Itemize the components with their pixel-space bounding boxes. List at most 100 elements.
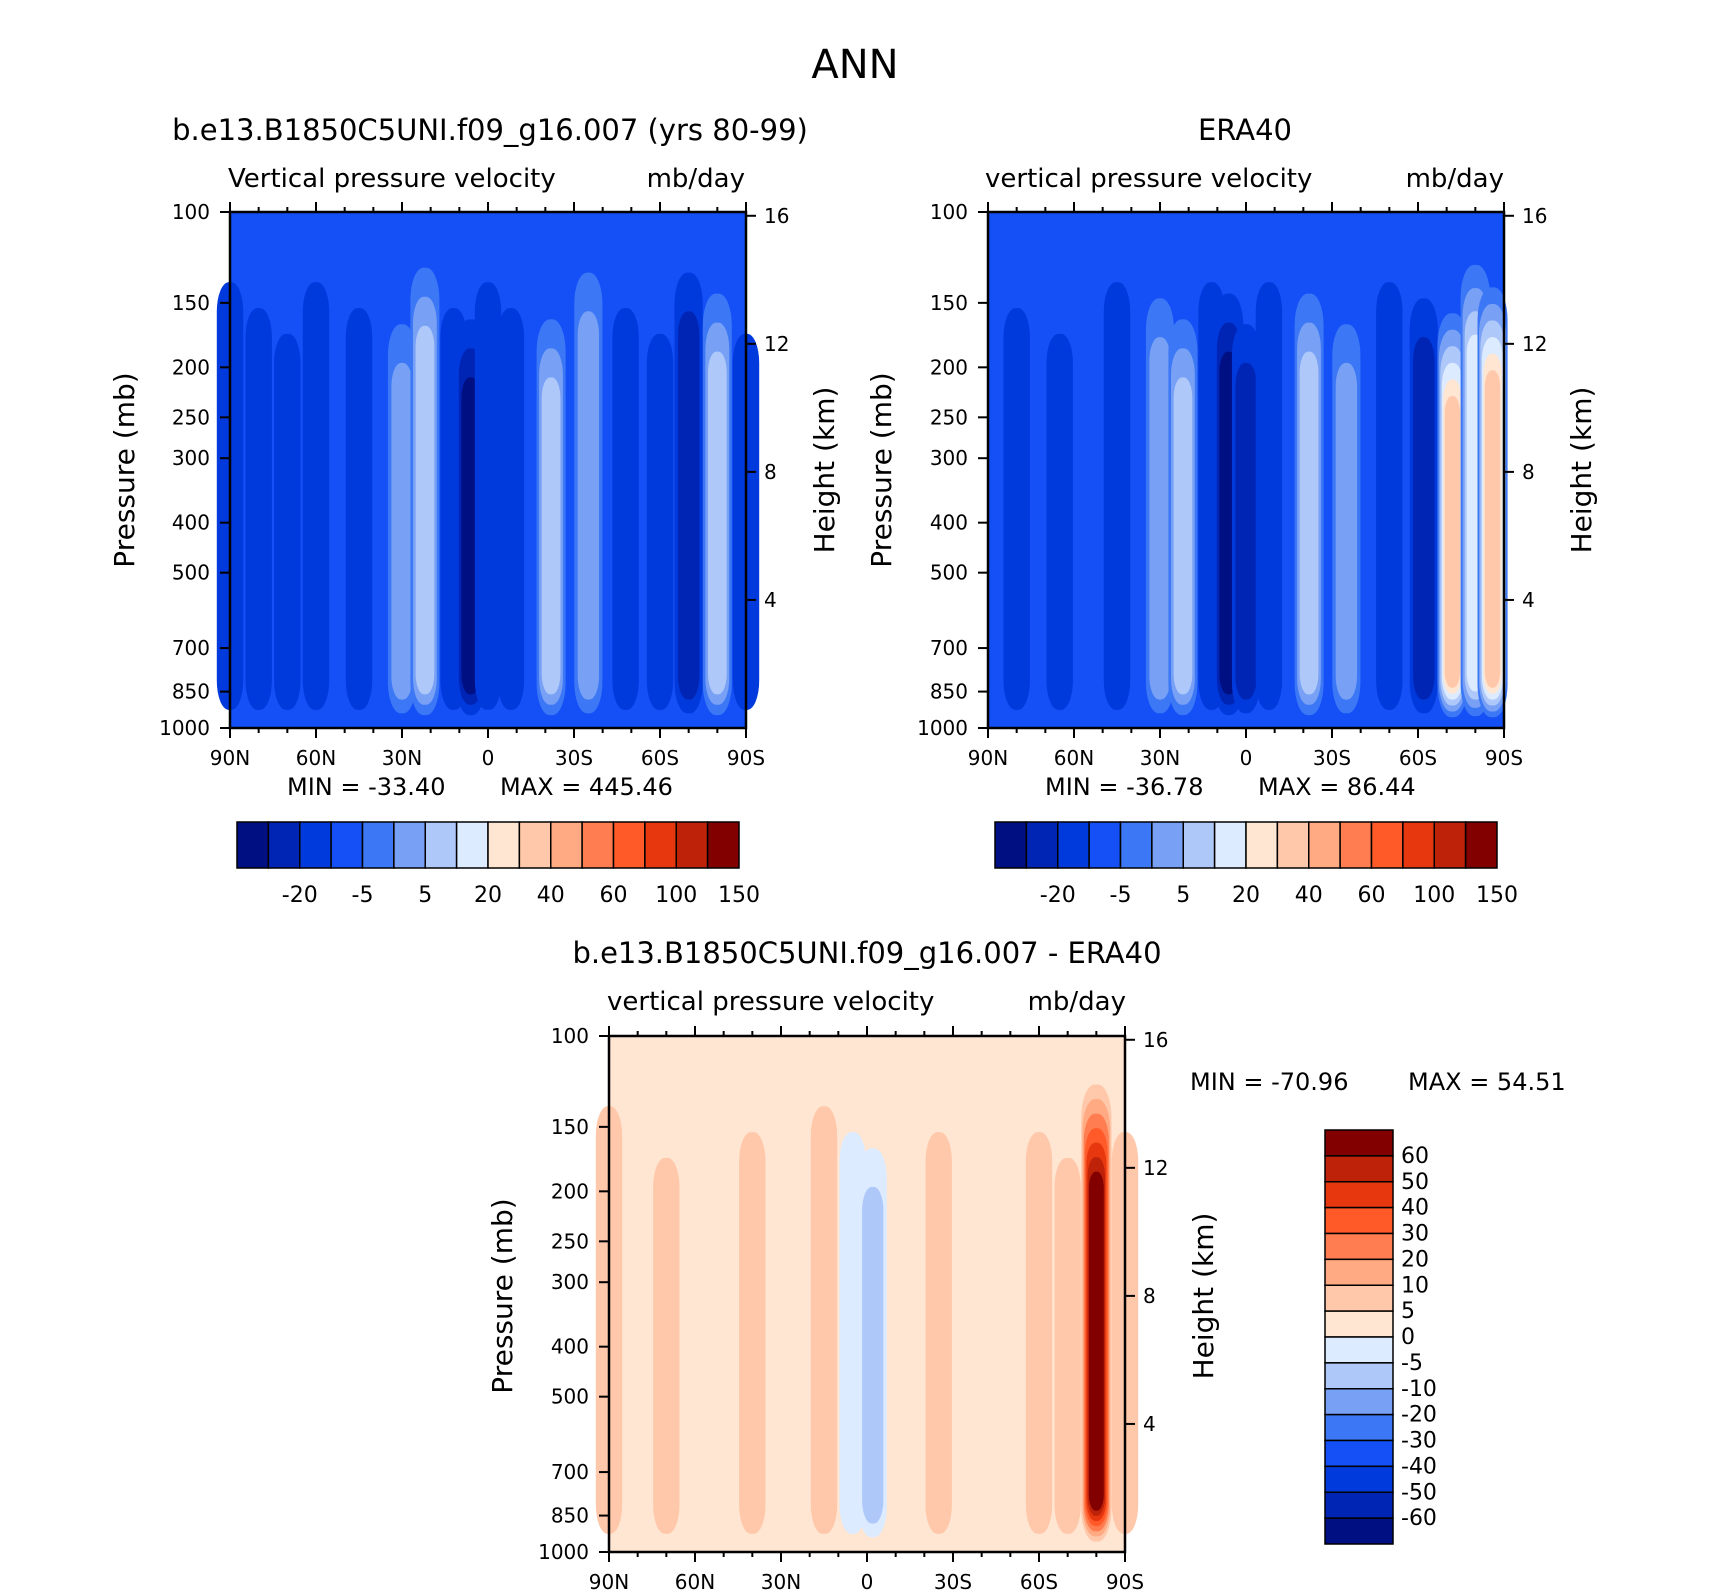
panel1-colorbar: -20 -5 5 20 40 60 100 150 — [236, 821, 760, 908]
panel3-contour-fill — [862, 1186, 884, 1524]
colorbar-box — [424, 821, 458, 869]
panel1-contour-fill — [345, 308, 373, 710]
y-right-tick-label: 16 — [1522, 204, 1547, 228]
colorbar-label: -50 — [1401, 1480, 1437, 1505]
x-tick-label: 60N — [675, 1570, 715, 1594]
panel1-contour-fill — [245, 308, 272, 710]
y-right-tick-label: 4 — [1143, 1412, 1156, 1436]
colorbar-box — [1088, 821, 1122, 869]
y-tick-label: 100 — [172, 200, 210, 224]
y-right-tick-label: 12 — [1143, 1156, 1168, 1180]
panel2-field: 100 150 200 250 300 400 500 700 850 1000 16 12 8 4 90N… — [917, 200, 1547, 770]
colorbar-label: -30 — [1401, 1429, 1437, 1454]
y-tick-label: 150 — [172, 291, 210, 315]
colorbar-box — [330, 821, 364, 869]
panel2-contour-fill — [1235, 362, 1257, 700]
colorbar-label: -20 — [1040, 883, 1076, 908]
panel3-contour-fill — [1054, 1157, 1081, 1534]
colorbar-box — [706, 821, 740, 869]
x-tick-label: 30S — [934, 1570, 972, 1594]
x-tick-label: 60S — [1020, 1570, 1058, 1594]
panel2-contour-fill — [1444, 396, 1461, 688]
colorbar-label: 100 — [1413, 883, 1455, 908]
y-tick-label: 200 — [172, 355, 210, 379]
colorbar-box — [1324, 1181, 1394, 1209]
colorbar-box — [994, 821, 1028, 869]
colorbar-label: 10 — [1401, 1273, 1429, 1298]
colorbar-label: 40 — [537, 883, 565, 908]
colorbar-label: 60 — [1401, 1144, 1429, 1169]
panel3-min-label: MIN = -70.96 — [1190, 1068, 1348, 1096]
colorbar-box — [299, 821, 332, 869]
colorbar-box — [1324, 1388, 1394, 1416]
colorbar-label: -20 — [282, 883, 318, 908]
y-right-tick-label: 8 — [764, 460, 777, 484]
y-tick-label: 300 — [551, 1270, 589, 1294]
panel1-contour-fill — [274, 333, 301, 710]
y-right-tick-label: 16 — [1143, 1028, 1168, 1052]
colorbar-box — [1057, 821, 1090, 869]
panel1-contour-fill — [708, 351, 727, 695]
colorbar-label: 60 — [600, 883, 628, 908]
panel1-max-label: MAX = 445.46 — [500, 773, 673, 801]
colorbar-box — [1324, 1284, 1394, 1312]
colorbar-box — [581, 821, 615, 869]
panel1-contour-fill — [541, 377, 561, 695]
colorbar-box — [1276, 821, 1310, 869]
y-tick-label: 850 — [172, 680, 210, 704]
panel3-subtitle: b.e13.B1850C5UNI.f09_g16.007 - ERA40 — [572, 936, 1161, 970]
colorbar-box — [518, 821, 552, 869]
colorbar-box — [550, 821, 583, 869]
y-right-tick-label: 12 — [764, 332, 789, 356]
colorbar-label: -40 — [1401, 1454, 1437, 1479]
panel1-title: Vertical pressure velocity — [228, 164, 556, 194]
panel2-ylabel-right: Height (km) — [1565, 387, 1598, 554]
panel3-units: mb/day — [1028, 987, 1126, 1017]
panel2-subtitle: ERA40 — [1198, 113, 1292, 147]
y-tick-label: 100 — [930, 200, 968, 224]
panel3-ylabel: Pressure (mb) — [486, 1198, 519, 1393]
panel2-units: mb/day — [1406, 164, 1504, 194]
y-tick-label: 700 — [551, 1460, 589, 1484]
panel1-min-label: MIN = -33.40 — [287, 773, 445, 801]
y-tick-label: 500 — [930, 561, 968, 585]
colorbar-box — [1464, 821, 1498, 869]
x-tick-label: 30N — [761, 1570, 801, 1594]
panel3-contour-fill — [925, 1132, 952, 1534]
colorbar-box — [1308, 821, 1341, 869]
colorbar-label: 150 — [718, 883, 760, 908]
colorbar-box — [236, 821, 270, 869]
panel2-max-label: MAX = 86.44 — [1258, 773, 1416, 801]
y-tick-label: 500 — [172, 561, 210, 585]
panel2-contour-fill — [1149, 337, 1171, 700]
panel3-ylabel-right: Height (km) — [1187, 1213, 1220, 1380]
colorbar-label: 40 — [1295, 883, 1323, 908]
y-tick-label: 250 — [172, 405, 210, 429]
colorbar-label: 20 — [474, 883, 502, 908]
x-tick-label: 30N — [382, 746, 422, 770]
colorbar-box — [1324, 1439, 1394, 1468]
panel1-contour-fill — [415, 325, 435, 695]
x-tick-label: 30N — [1140, 746, 1180, 770]
y-right-tick-label: 16 — [764, 204, 789, 228]
colorbar-box — [393, 821, 426, 869]
panel2-contour-fill — [1484, 370, 1501, 688]
y-tick-label: 400 — [551, 1335, 589, 1359]
colorbar-box — [1182, 821, 1216, 869]
colorbar-box — [1324, 1310, 1394, 1338]
panel2-contour-fill — [1335, 362, 1357, 700]
x-tick-label: 0 — [861, 1570, 874, 1594]
x-tick-label: 90S — [1485, 746, 1523, 770]
x-tick-label: 60S — [1399, 746, 1437, 770]
colorbar-box — [1339, 821, 1373, 869]
panel1-subtitle: b.e13.B1850C5UNI.f09_g16.007 (yrs 80-99) — [172, 113, 808, 147]
colorbar-label: 20 — [1232, 883, 1260, 908]
colorbar-label: 20 — [1401, 1247, 1429, 1272]
panel1-contour-fill — [391, 362, 413, 700]
colorbar-box — [1324, 1232, 1394, 1261]
y-tick-label: 700 — [930, 636, 968, 660]
y-tick-label: 500 — [551, 1385, 589, 1409]
colorbar-label: -10 — [1401, 1377, 1437, 1402]
